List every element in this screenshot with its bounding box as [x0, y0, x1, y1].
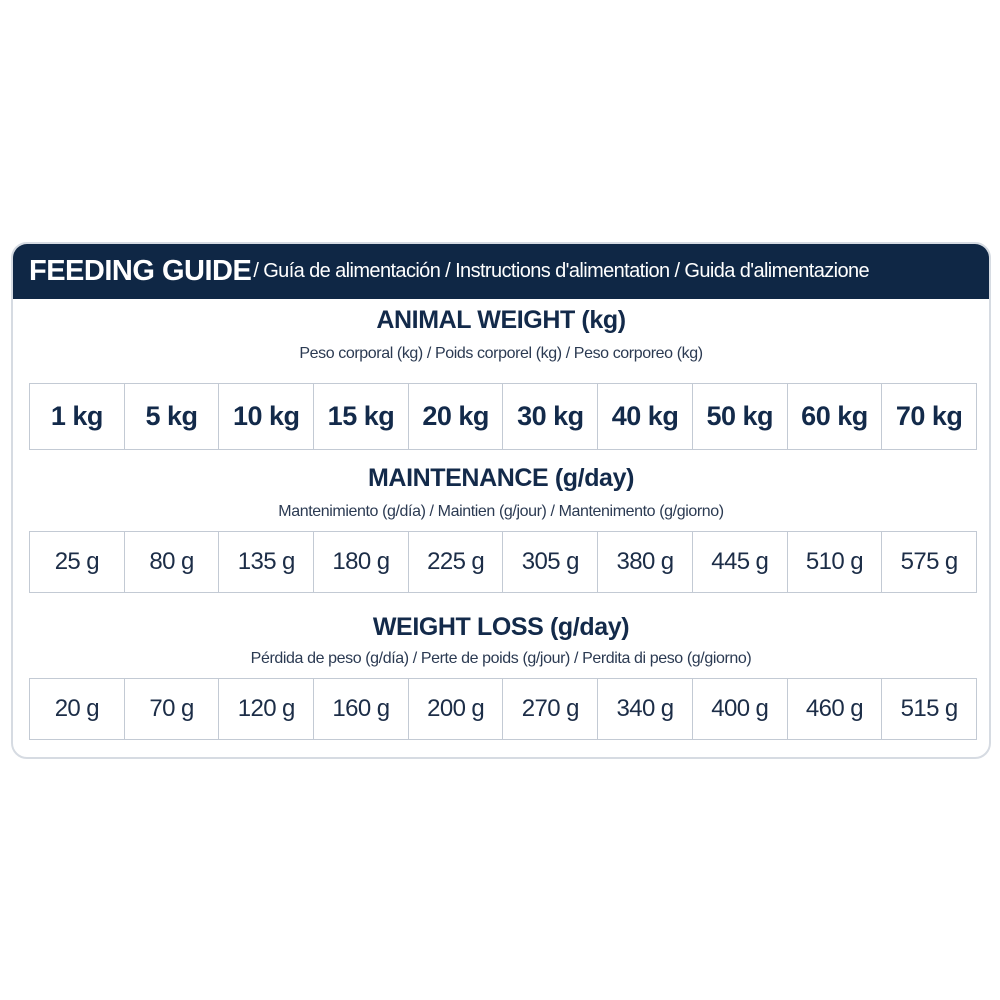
weight-cell: 1 kg	[30, 384, 125, 450]
weight-loss-cell: 120 g	[219, 679, 315, 740]
maintenance-cell: 25 g	[30, 532, 125, 593]
weight-cell: 5 kg	[124, 384, 220, 450]
weight-cell: 50 kg	[692, 384, 788, 450]
weight-loss-cell: 270 g	[503, 679, 599, 740]
weight-cell: 10 kg	[219, 384, 315, 450]
maintenance-cell: 135 g	[219, 532, 315, 593]
weight-loss-cell: 200 g	[408, 679, 504, 740]
weight-cell: 60 kg	[787, 384, 883, 450]
feeding-guide-header: FEEDING GUIDE / Guía de alimentación / I…	[13, 244, 989, 299]
maintenance-subtitle: Mantenimiento (g/día) / Maintien (g/jour…	[278, 503, 724, 520]
weight-loss-cell: 340 g	[598, 679, 693, 740]
maintenance-cell: 380 g	[598, 532, 693, 593]
weight-loss-cell: 460 g	[787, 679, 883, 740]
weight-loss-cell: 20 g	[30, 679, 125, 740]
weight-loss-title: WEIGHT LOSS (g/day)	[372, 613, 630, 641]
animal-weight-title: ANIMAL WEIGHT (kg)	[376, 306, 626, 334]
weight-cell: 30 kg	[503, 384, 599, 450]
maintenance-title: MAINTENANCE (g/day)	[367, 464, 634, 492]
weight-cell: 40 kg	[598, 384, 693, 450]
maintenance-cell: 305 g	[503, 532, 599, 593]
feeding-guide-title: FEEDING GUIDE	[29, 255, 252, 287]
maintenance-cell: 180 g	[314, 532, 409, 593]
weight-loss-row: 20 g 70 g 120 g 160 g 200 g 270 g 340 g …	[29, 678, 977, 740]
maintenance-cell: 510 g	[787, 532, 883, 593]
weight-loss-subtitle: Pérdida de peso (g/día) / Perte de poids…	[250, 650, 752, 667]
weight-cell: 70 kg	[882, 384, 977, 450]
weight-loss-cell: 400 g	[692, 679, 788, 740]
feeding-guide-card: FEEDING GUIDE / Guía de alimentación / I…	[11, 242, 991, 759]
weight-cell: 20 kg	[408, 384, 504, 450]
feeding-guide-subtitle: / Guía de alimentación / Instructions d'…	[253, 260, 870, 282]
weight-loss-cell: 70 g	[124, 679, 220, 740]
maintenance-row: 25 g 80 g 135 g 180 g 225 g 305 g 380 g …	[29, 531, 977, 593]
maintenance-cell: 80 g	[124, 532, 220, 593]
maintenance-cell: 225 g	[408, 532, 504, 593]
maintenance-cell: 575 g	[882, 532, 977, 593]
animal-weight-row: 1 kg 5 kg 10 kg 15 kg 20 kg 30 kg 40 kg …	[29, 383, 977, 450]
weight-loss-cell: 515 g	[882, 679, 977, 740]
animal-weight-subtitle: Peso corporal (kg) / Poids corporel (kg)…	[299, 345, 703, 362]
maintenance-cell: 445 g	[692, 532, 788, 593]
weight-loss-cell: 160 g	[314, 679, 409, 740]
weight-cell: 15 kg	[314, 384, 409, 450]
